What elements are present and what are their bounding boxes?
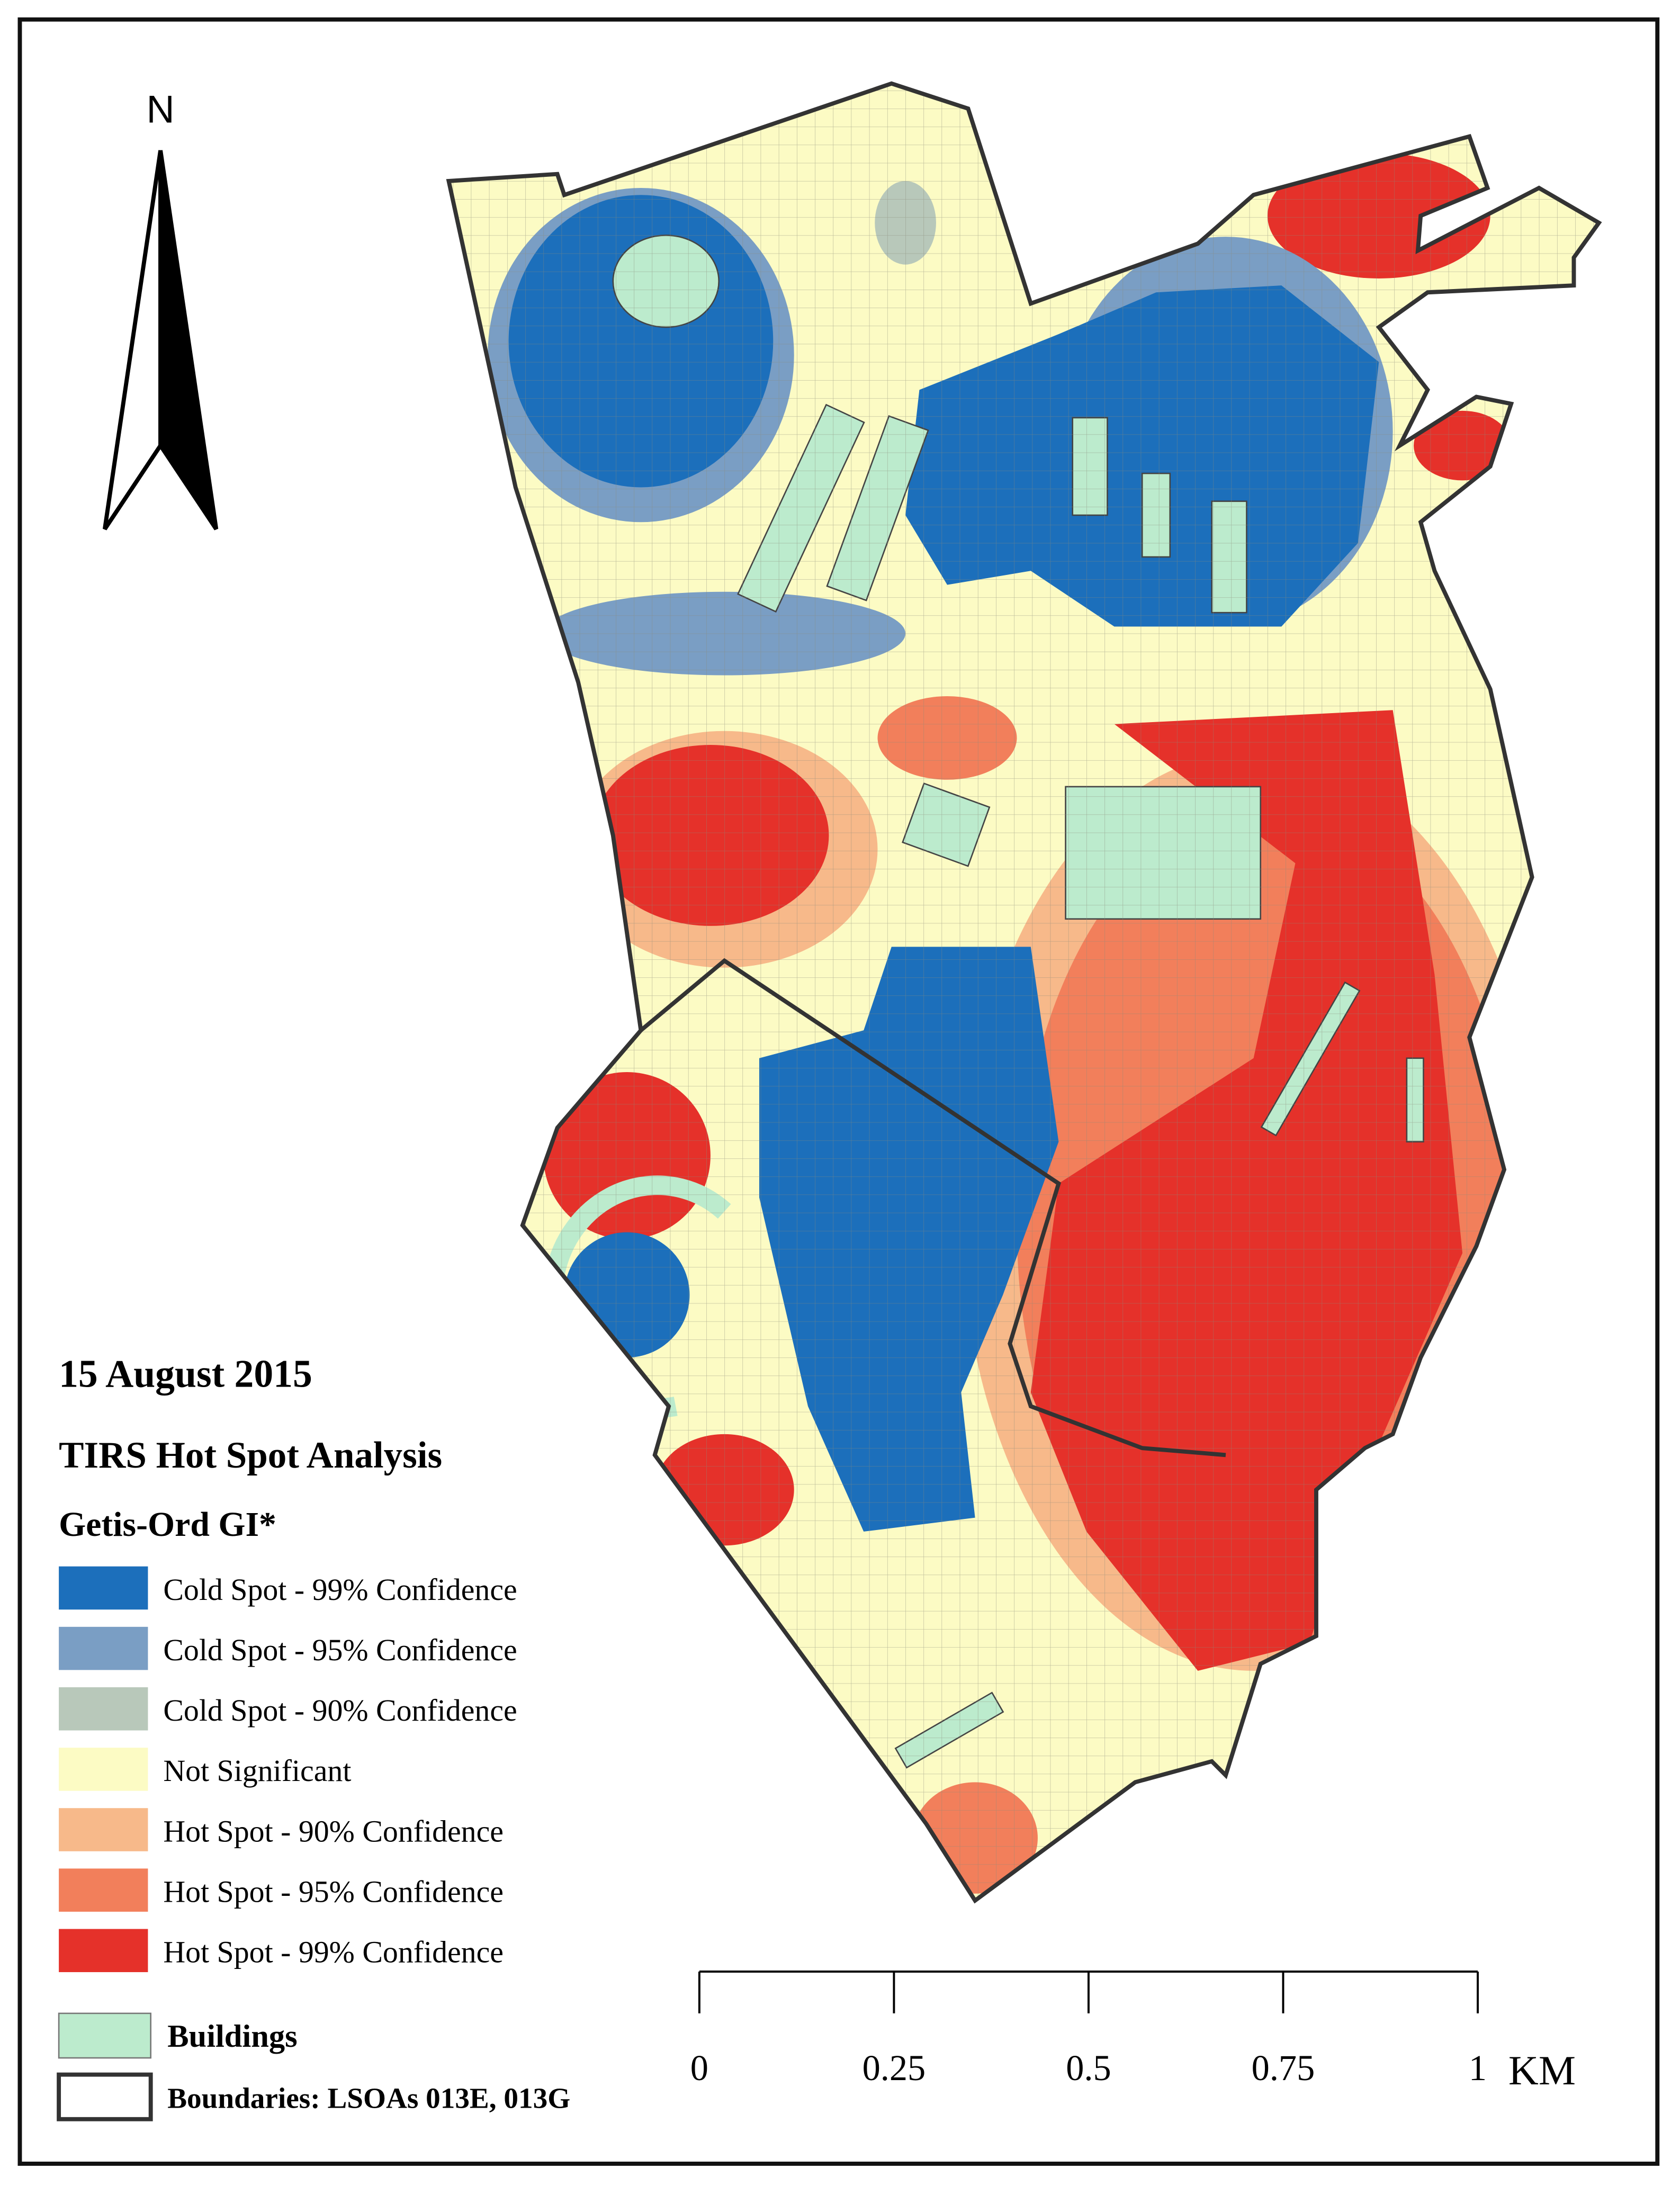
scale-label: 0.25	[863, 2048, 926, 2088]
scale-unit: KM	[1508, 2048, 1576, 2094]
inner-boundary	[639, 958, 1226, 1458]
legend-label: Hot Spot - 95% Confidence	[163, 1874, 504, 1909]
legend-swatch	[59, 1868, 148, 1912]
scale: 0 0.25 0.5 0.75 1 KM	[690, 1971, 1576, 2094]
legend-label: Hot Spot - 90% Confidence	[163, 1814, 504, 1848]
legend-swatch	[59, 1808, 148, 1851]
legend-label: Hot Spot - 99% Confidence	[163, 1935, 504, 1969]
scale-label: 1	[1469, 2048, 1487, 2088]
legend-swatch	[59, 1748, 148, 1791]
legend-swatch	[59, 1687, 148, 1731]
legend-label: Cold Spot - 90% Confidence	[163, 1693, 517, 1728]
legend-title: TIRS Hot Spot Analysis	[59, 1435, 442, 1476]
legend: Cold Spot - 99% Confidence Cold Spot - 95…	[59, 1566, 517, 1973]
legend-swatch	[57, 2072, 153, 2121]
legend-swatch	[58, 2012, 151, 2059]
scale-label: 0.5	[1066, 2048, 1111, 2088]
north-arrow	[158, 150, 219, 530]
legend-label: Buildings	[167, 2019, 297, 2054]
north-label: N	[147, 87, 175, 131]
boundary	[446, 81, 1602, 1904]
legend-swatch	[59, 1566, 148, 1610]
legend-label: Not Significant	[163, 1753, 351, 1788]
legend-label: Cold Spot - 99% Confidence	[163, 1572, 517, 1607]
legend-date: 15 August 2015	[59, 1352, 312, 1395]
legend-swatch	[59, 1929, 148, 1973]
legend-label: Cold Spot - 95% Confidence	[163, 1633, 517, 1667]
legend-subtitle: Getis-Ord GI*	[59, 1505, 276, 1544]
legend-label: Boundaries: LSOAs 013E, 013G	[167, 2082, 570, 2115]
legend-swatch	[59, 1626, 148, 1670]
scale-label: 0.75	[1252, 2048, 1315, 2088]
scale-label: 0	[690, 2048, 708, 2088]
